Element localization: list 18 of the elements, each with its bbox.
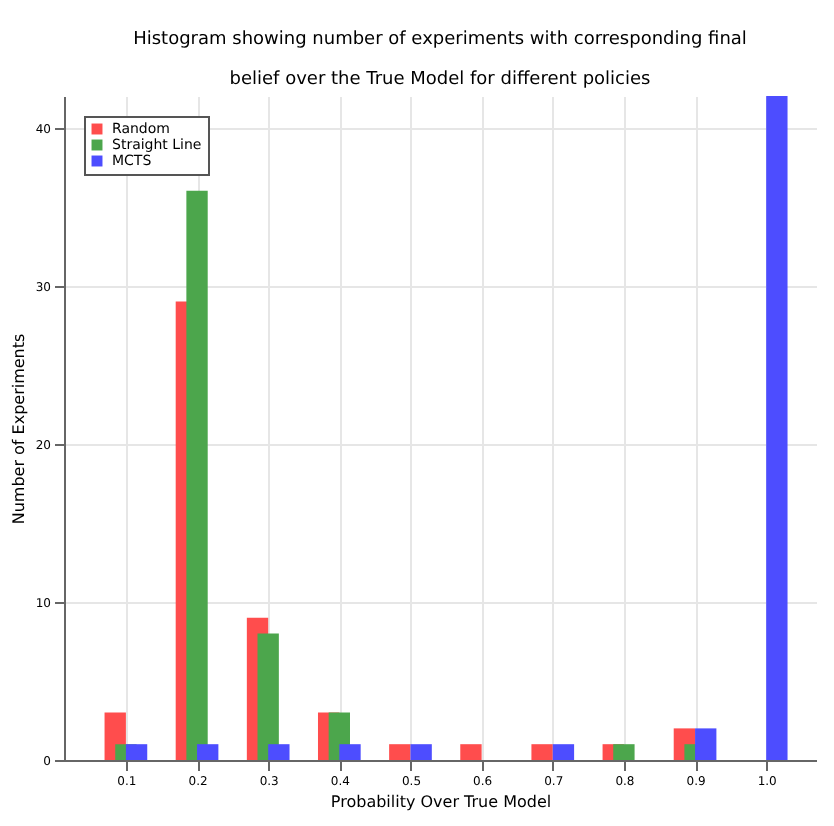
bar	[186, 190, 208, 760]
text: belief over the True Model for different policies	[229, 70, 651, 90]
bar	[552, 744, 575, 760]
bar	[339, 744, 361, 760]
bar	[695, 728, 717, 760]
bar	[268, 744, 290, 760]
bar	[613, 744, 635, 760]
bar	[125, 744, 148, 760]
bar	[460, 744, 482, 760]
bar	[257, 633, 279, 760]
y-axis-title: Number of Experiments	[9, 333, 28, 525]
bar	[766, 96, 788, 760]
text: Histogram showing number of experiments with corresponding final	[133, 30, 747, 50]
bar	[531, 744, 553, 760]
bar	[389, 744, 411, 760]
bar	[197, 744, 219, 760]
x-axis-title: Probability Over True Model	[330, 793, 552, 811]
bar	[410, 744, 432, 760]
